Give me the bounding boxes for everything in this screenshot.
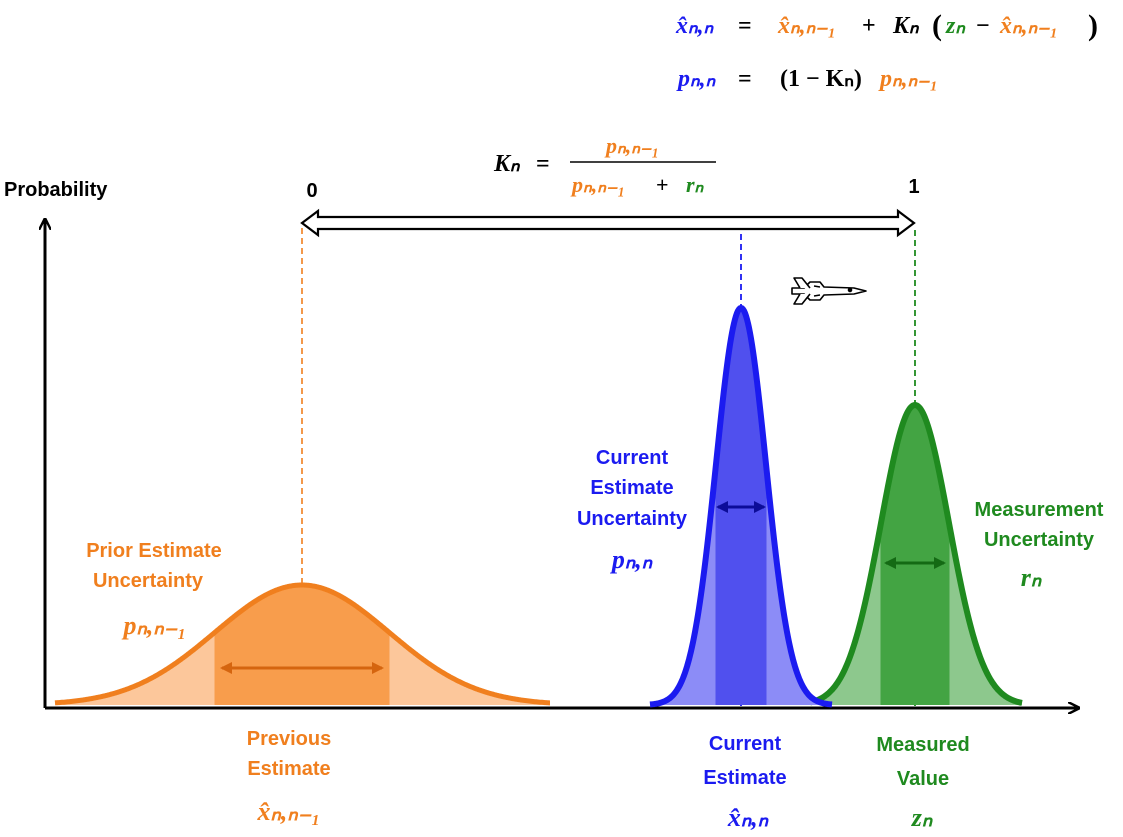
gain-range: 0 1 [300,176,920,238]
eq2-lhs: pₙ,ₙ [676,66,717,92]
current-estimate-label: Current Estimate x̂ₙ,ₙ [703,733,786,832]
eq1-prior: x̂ₙ,ₙ₋₁ [777,13,836,39]
kalman-gain-equation: Kₙ = pₙ,ₙ₋₁ pₙ,ₙ₋₁ + rₙ [493,133,716,197]
measurement-uncertainty-line1: Measurement [975,499,1104,521]
current-uncertainty-line2: Estimate [590,477,673,499]
measurement-distribution [808,402,1024,706]
eq1-plus: + [862,13,876,39]
eq2-prior-var: pₙ,ₙ₋₁ [878,66,938,92]
axes: Probability [4,179,1078,708]
measured-value-symbol: zₙ [911,803,934,832]
current-estimate-line2: Estimate [703,767,786,789]
gain-denominator-a: pₙ,ₙ₋₁ [570,172,625,197]
current-uncertainty-symbol: pₙ,ₙ [610,545,654,574]
prior-uncertainty-line1: Prior Estimate [86,540,222,562]
current-curve [648,305,834,708]
prior-estimate-symbol: x̂ₙ,ₙ₋₁ [256,797,320,826]
current-estimate-line1: Current [709,733,782,755]
eq1-minus: − [976,13,990,39]
measurement-uncertainty-line2: Uncertainty [984,529,1095,551]
prior-curve [53,582,552,706]
covariance-update-equation: pₙ,ₙ = (1 − Kₙ) pₙ,ₙ₋₁ [676,66,938,92]
current-estimate-symbol: x̂ₙ,ₙ [727,803,770,832]
prior-estimate-line1: Previous [247,728,331,750]
eq1-close-paren: ) [1088,9,1098,42]
prior-estimate-line2: Estimate [247,758,330,780]
eq1-open-paren: ( [932,9,942,42]
eq1-measurement: zₙ [945,13,966,39]
gain-equals: = [536,151,550,177]
gain-lhs: Kₙ [493,151,521,177]
eq1-prior-again: x̂ₙ,ₙ₋₁ [999,13,1058,39]
measurement-curve [808,402,1024,706]
measurement-sigma-band [881,405,949,705]
measured-value-label: Measured Value zₙ [876,734,969,832]
eq1-gain: Kₙ [892,13,920,39]
current-uncertainty-label: Current Estimate Uncertainty pₙ,ₙ [577,447,688,574]
gain-denominator-plus: + [656,172,669,197]
gain-numerator: pₙ,ₙ₋₁ [604,133,659,158]
prior-uncertainty-line2: Uncertainty [93,570,204,592]
current-uncertainty-line1: Current [596,447,669,469]
measured-value-line1: Measured [876,734,969,756]
gain-double-arrow [300,208,916,238]
prior-uncertainty-symbol: pₙ,ₙ₋₁ [121,611,186,640]
eq2-factor: (1 − Kₙ) [780,66,862,92]
prior-distribution [53,582,552,706]
eq1-equals: = [738,13,752,39]
eq1-lhs: x̂ₙ,ₙ [675,13,715,39]
measured-value-line2: Value [897,768,949,790]
gain-min-label: 0 [306,180,317,202]
prior-estimate-label: Previous Estimate x̂ₙ,ₙ₋₁ [247,728,331,826]
airplane-icon [791,277,867,305]
gain-max-label: 1 [908,176,919,198]
prior-uncertainty-label: Prior Estimate Uncertainty pₙ,ₙ₋₁ [86,540,222,640]
measurement-uncertainty-label: Measurement Uncertainty rₙ [975,499,1104,592]
eq2-equals: = [738,66,752,92]
current-uncertainty-line3: Uncertainty [577,508,688,530]
state-update-equation: x̂ₙ,ₙ = x̂ₙ,ₙ₋₁ + Kₙ ( zₙ − x̂ₙ,ₙ₋₁ ) [675,9,1098,42]
prior-sigma-band [215,585,389,705]
y-axis-label: Probability [4,179,108,201]
measurement-uncertainty-symbol: rₙ [1021,563,1043,592]
gain-denominator-b: rₙ [686,172,705,197]
